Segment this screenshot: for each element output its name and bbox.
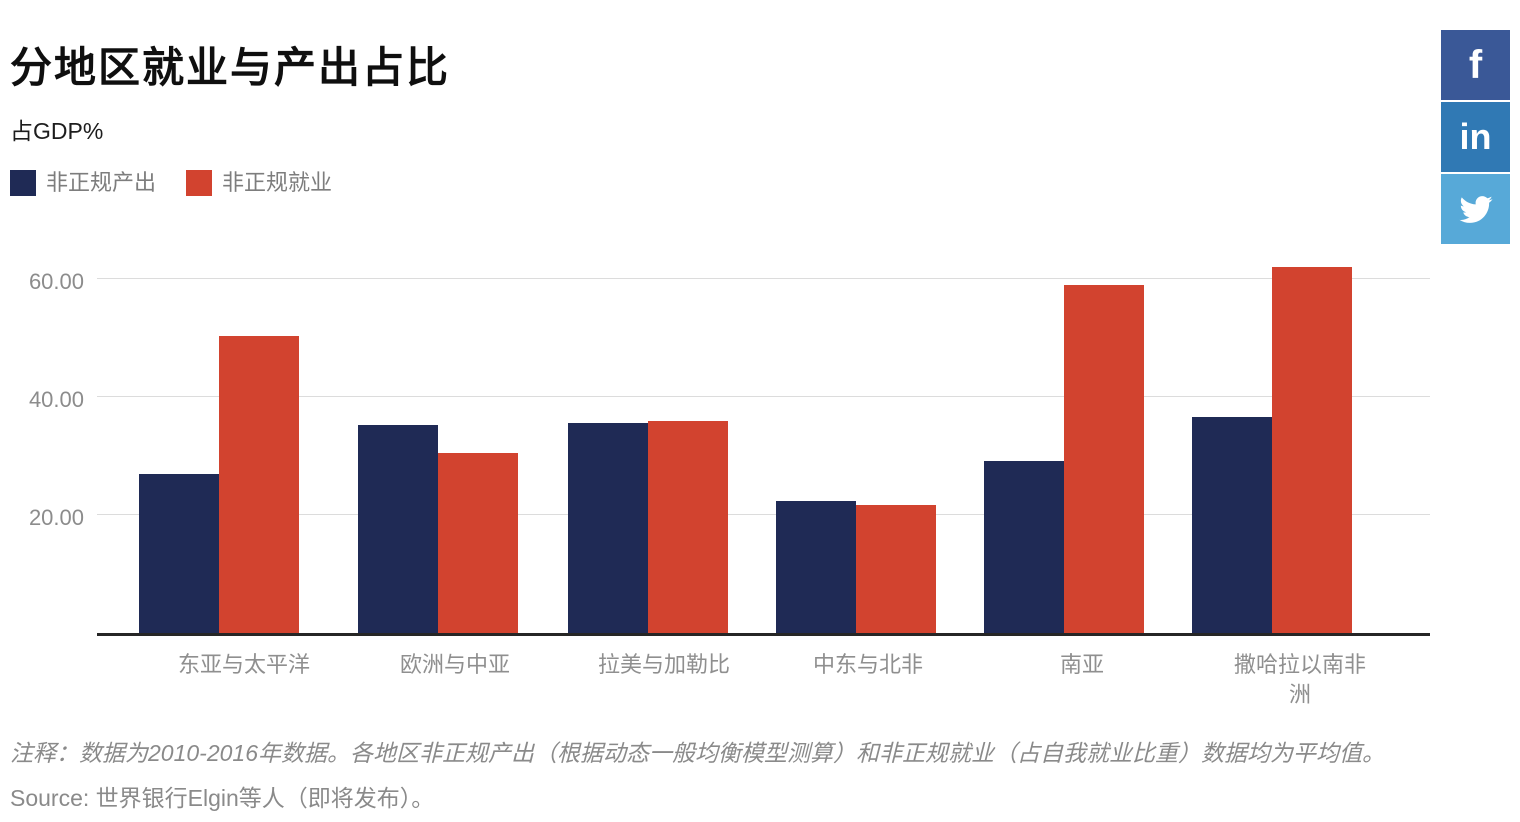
y-axis-tick-label: 40.00: [28, 387, 84, 413]
x-axis-category-label: 拉美与加勒比: [597, 652, 730, 677]
chart-source: Source: 世界银行Elgin等人（即将发布）。: [10, 785, 435, 811]
gridline-20.00: [97, 514, 1430, 516]
plot-area: [97, 250, 1430, 636]
twitter-icon: [1456, 193, 1496, 226]
x-axis-category-label: 中东与北非: [812, 652, 923, 677]
bar-output-1: [358, 424, 438, 633]
y-axis-tick-label: 20.00: [28, 505, 84, 531]
legend-swatch-icon: [10, 170, 36, 196]
legend-label: 非正规产出: [46, 170, 157, 195]
y-axis-tick-label: 60.00: [28, 269, 84, 295]
bar-output-3: [776, 501, 856, 633]
bar-employment-0: [219, 336, 299, 633]
bar-employment-5: [1272, 267, 1352, 633]
legend-label: 非正规就业: [222, 170, 333, 195]
x-axis-category-label: 东亚与太平洋: [177, 652, 310, 677]
bar-chart: 20.00 40.00 60.00 东亚与太平洋 欧洲与中亚 拉美与加勒比 中东与北非 南亚 撒…: [0, 250, 1520, 730]
twitter-share-button[interactable]: [1441, 174, 1510, 244]
bar-employment-4: [1064, 285, 1144, 633]
linkedin-icon: in: [1459, 116, 1492, 157]
x-axis-label-1: 欧洲与中亚: [345, 650, 565, 680]
legend-item-1: 非正规就业: [186, 170, 332, 196]
share-buttons: f in: [1441, 30, 1510, 246]
x-axis-category-label: 南亚: [1059, 652, 1104, 677]
chart-note: 注释：数据为2010-2016年数据。各地区非正规产出（根据动态一般均衡模型测算…: [10, 740, 1385, 766]
legend-item-0: 非正规产出: [10, 170, 156, 196]
legend-swatch-icon: [186, 170, 213, 196]
bar-employment-3: [856, 505, 936, 633]
x-axis-label-3: 中东与北非: [758, 650, 978, 680]
gridline-60.00: [97, 278, 1430, 280]
bar-employment-1: [438, 452, 518, 633]
x-axis-category-label: 撒哈拉以南非洲: [1233, 652, 1366, 707]
x-axis-label-5: 撒哈拉以南非洲: [1190, 650, 1410, 710]
bar-output-2: [568, 423, 648, 633]
x-axis-category-label: 欧洲与中亚: [399, 652, 510, 677]
gridline-40.00: [97, 396, 1430, 398]
chart-subtitle: 占GDP%: [10, 118, 104, 144]
bar-output-0: [139, 474, 219, 633]
x-axis-label-2: 拉美与加勒比: [554, 650, 774, 680]
bar-output-4: [984, 460, 1064, 633]
bar-output-5: [1192, 417, 1272, 633]
facebook-share-button[interactable]: f: [1441, 30, 1510, 100]
page-title: 分地区就业与产出占比: [10, 44, 451, 91]
bar-employment-2: [648, 420, 728, 633]
chart-legend: 非正规产出 非正规就业: [10, 170, 332, 196]
x-axis-label-4: 南亚: [972, 650, 1192, 680]
x-axis-label-0: 东亚与太平洋: [134, 650, 354, 680]
linkedin-share-button[interactable]: in: [1441, 102, 1510, 172]
facebook-icon: f: [1468, 43, 1483, 87]
